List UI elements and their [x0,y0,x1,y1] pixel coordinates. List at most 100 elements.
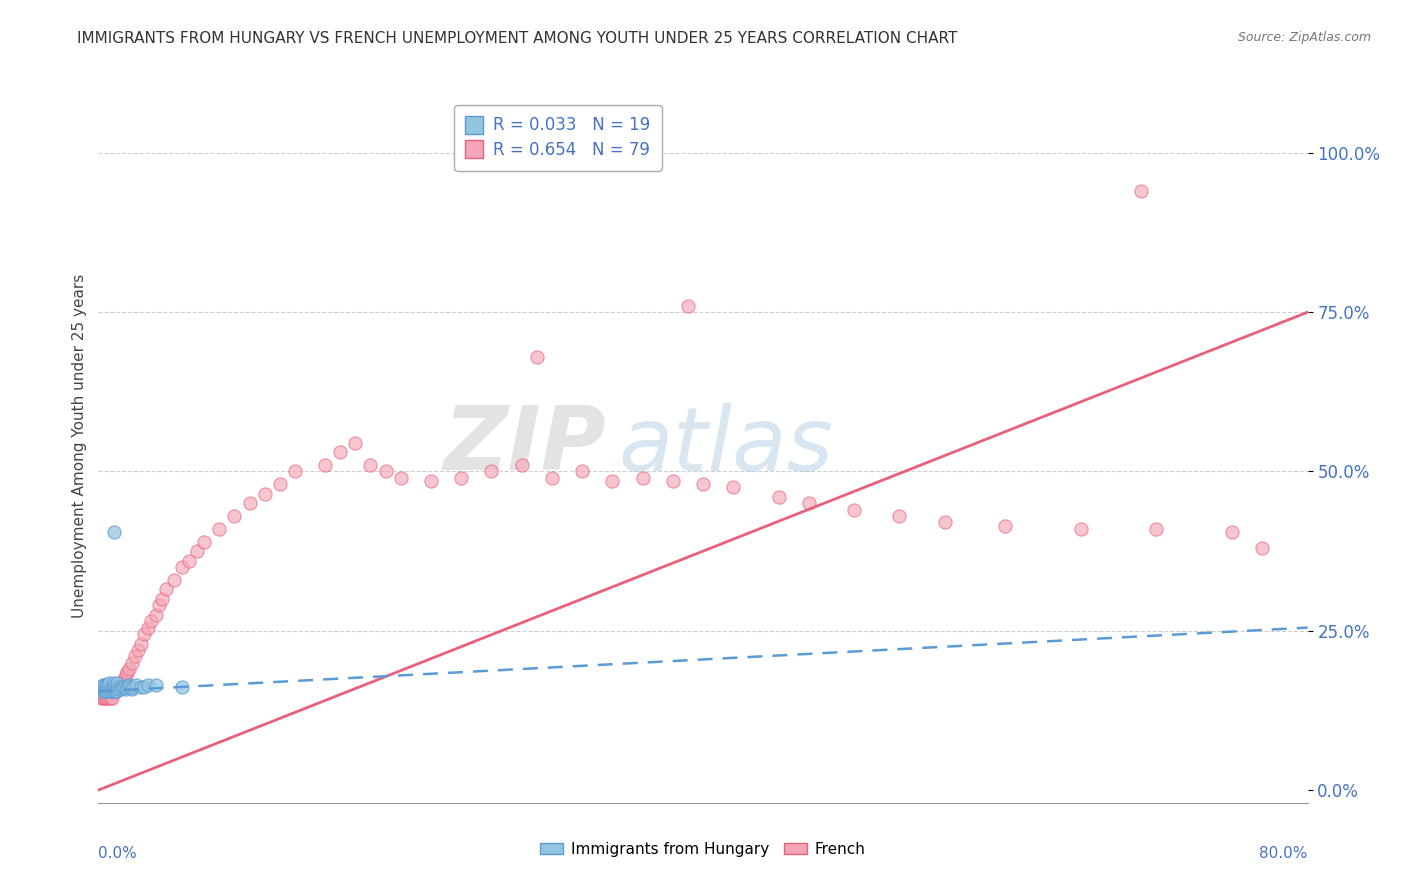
Point [120,680,142,694]
Point [148,599,170,613]
Point [661,474,683,488]
Y-axis label: Unemployment Among Youth under 25 years: Unemployment Among Youth under 25 years [72,274,87,618]
Point [145,607,167,622]
Point [110,678,132,692]
Point [94,690,117,705]
Point [163,573,186,587]
Point [329,445,352,459]
Point [100,690,122,705]
Point [208,522,231,536]
Point [994,518,1017,533]
Point [90,684,112,698]
Point [121,682,143,697]
Point [94,681,117,695]
Point [98,684,121,698]
Text: Source: ZipAtlas.com: Source: ZipAtlas.com [1237,31,1371,45]
Point [1070,522,1092,536]
Point [111,681,134,695]
Point [91,681,114,695]
Point [98,676,121,690]
Point [93,678,115,692]
Point [122,680,145,694]
Point [121,656,143,670]
Point [108,680,131,694]
Point [224,509,246,524]
Point [150,591,173,606]
Point [93,684,115,698]
Point [676,299,699,313]
Point [155,582,177,597]
Point [132,680,155,694]
Point [723,480,745,494]
Point [481,465,503,479]
Point [193,534,215,549]
Point [934,516,956,530]
Point [129,636,152,650]
Point [510,458,533,472]
Point [90,688,112,702]
Point [118,678,141,692]
Point [103,676,125,690]
Point [107,682,129,697]
Point [141,614,163,628]
Point [94,684,117,698]
Point [118,662,141,676]
Point [103,684,125,698]
Point [124,649,146,664]
Text: atlas: atlas [619,403,834,489]
Point [602,474,624,488]
Point [96,681,118,695]
Point [115,680,138,694]
Point [91,684,114,698]
Point [112,672,135,686]
Point [136,621,159,635]
Point [526,350,548,364]
Point [420,474,443,488]
Point [170,560,193,574]
Point [91,678,114,692]
Point [170,680,193,694]
Point [100,684,122,698]
Point [1130,184,1153,198]
Point [129,680,152,694]
Point [768,490,790,504]
Point [91,681,114,695]
Point [1251,541,1274,555]
Point [93,684,115,698]
Point [107,678,129,692]
Point [145,678,167,692]
Point [94,681,117,695]
Point [91,690,114,705]
Point [797,496,820,510]
Text: IMMIGRANTS FROM HUNGARY VS FRENCH UNEMPLOYMENT AMONG YOUTH UNDER 25 YEARS CORREL: IMMIGRANTS FROM HUNGARY VS FRENCH UNEMPL… [77,31,957,46]
Point [104,684,127,698]
Point [132,627,155,641]
Text: 0.0%: 0.0% [98,846,138,861]
Point [98,690,121,705]
Point [100,680,122,694]
Point [186,544,208,558]
Point [284,465,307,479]
Point [389,471,412,485]
Point [93,681,115,695]
Point [253,487,276,501]
Point [114,668,136,682]
Point [103,524,125,539]
Point [108,681,131,695]
Point [105,676,128,690]
Point [125,678,148,692]
Point [1144,522,1167,536]
Point [314,458,336,472]
Point [98,680,121,694]
Point [98,684,121,698]
Point [269,477,291,491]
Point [111,674,134,689]
Point [103,680,125,694]
Point [112,680,135,694]
Point [101,684,124,698]
Point [374,465,396,479]
Point [114,682,136,697]
Point [1220,524,1243,539]
Point [115,665,138,680]
Point [844,502,866,516]
